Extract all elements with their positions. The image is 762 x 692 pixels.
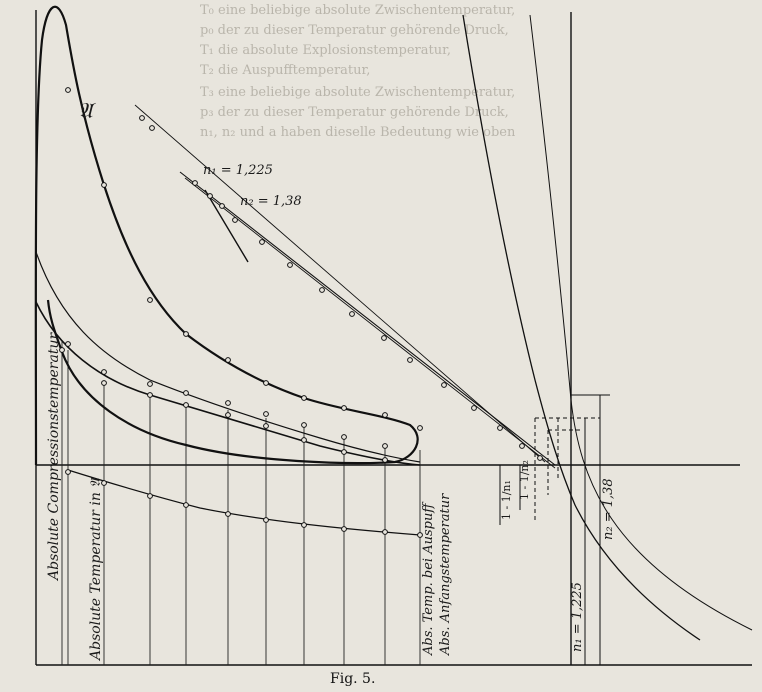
data-point [192, 180, 198, 186]
figure-caption: Fig. 5. [330, 671, 375, 687]
bleed-line: T₂ die Auspufftemperatur, [200, 63, 370, 78]
right-curve-label-n2: n₂ = 1,38 [601, 478, 616, 540]
data-point [263, 411, 269, 417]
data-point [301, 422, 307, 428]
dashed-construction [534, 417, 600, 520]
curves [34, 5, 753, 641]
right-curve-n2 [529, 14, 753, 631]
right-curve-label-n1: n₁ = 1,225 [570, 582, 585, 652]
bleed-line: T₀ eine beliebige absolute Zwischentempe… [200, 3, 515, 18]
data-point [147, 381, 153, 387]
data-point [101, 380, 107, 386]
data-point [519, 443, 525, 449]
data-point [65, 469, 71, 475]
expansion-line-n2 [184, 177, 556, 469]
bleed-line: T₃ eine beliebige absolute Zwischentempe… [200, 85, 515, 100]
data-point [382, 529, 388, 535]
tangent-line [134, 104, 546, 463]
compression-temperature-label: Absolute Compressionstemperatur [46, 332, 62, 582]
data-point [263, 423, 269, 429]
data-point [341, 405, 347, 411]
curve-label-n2: n₂ = 1,38 [240, 194, 302, 209]
data-point [183, 331, 189, 337]
data-point [101, 369, 107, 375]
data-point [101, 182, 107, 188]
dimension-lines [499, 394, 610, 665]
ratio-label-a: 1 - 1/n₁ [500, 480, 513, 520]
data-point [225, 412, 231, 418]
data-point [183, 402, 189, 408]
point-A-label: 𝔄 [78, 99, 96, 124]
bleed-line: p₃ der zu dieser Temperatur gehörende Dr… [200, 105, 509, 120]
data-point [225, 400, 231, 406]
data-point [382, 443, 388, 449]
data-point [259, 239, 265, 245]
data-point [147, 297, 153, 303]
data-point [417, 532, 423, 538]
data-point [301, 395, 307, 401]
curve-label-n1: n₁ = 1,225 [203, 163, 273, 178]
data-point [301, 522, 307, 528]
data-point [147, 392, 153, 398]
temperature-in-A-label: Absolute Temperatur in 𝔄 [88, 476, 104, 662]
data-point [441, 382, 447, 388]
bleed-line: T₁ die absolute Explosionstemperatur, [200, 43, 451, 58]
data-point [225, 511, 231, 517]
data-point [225, 357, 231, 363]
compression-curve-upper [35, 251, 421, 463]
data-point [407, 357, 413, 363]
data-point [497, 425, 503, 431]
data-point [65, 341, 71, 347]
data-point [147, 493, 153, 499]
data-point [537, 455, 543, 461]
compression-curve-lower [35, 301, 421, 466]
data-point [341, 449, 347, 455]
data-points [59, 87, 543, 538]
data-point [207, 193, 213, 199]
data-point [417, 425, 423, 431]
data-point [382, 457, 388, 463]
data-point [59, 347, 65, 353]
data-point [219, 203, 225, 209]
data-point [263, 380, 269, 386]
data-point [381, 335, 387, 341]
bleed-through-text: T₀ eine beliebige absolute Zwischentempe… [200, 3, 516, 140]
initial-temperature-label: Abs. Anfangstemperatur [438, 493, 453, 656]
data-point [382, 412, 388, 418]
data-point [341, 526, 347, 532]
data-point [301, 437, 307, 443]
bleed-line: n₁, n₂ und a haben dieselle Bedeutung wi… [200, 125, 516, 140]
data-point [65, 87, 71, 93]
ratio-label-b: 1 - 1/n₂ [518, 460, 531, 500]
bleed-line: p₀ der zu dieser Temperatur gehörende Dr… [200, 23, 509, 38]
data-point [149, 125, 155, 131]
data-point [341, 434, 347, 440]
data-point [101, 480, 107, 486]
right-curve-n1 [462, 14, 701, 641]
data-point [183, 502, 189, 508]
data-point [287, 262, 293, 268]
data-point [319, 287, 325, 293]
initial-temperature-curve [67, 469, 421, 536]
data-point [263, 517, 269, 523]
ordinate-lines [61, 340, 421, 665]
data-point [471, 405, 477, 411]
data-point [139, 115, 145, 121]
data-point [183, 390, 189, 396]
data-point [349, 311, 355, 317]
combustion-curve [34, 5, 419, 466]
labels: 𝔄 n₁ = 1,225 n₂ = 1,38 n₁ = 1,225 n₂ = 1… [46, 99, 616, 687]
direction-marker [204, 189, 249, 263]
data-point [232, 217, 238, 223]
exhaust-temperature-label: Abs. Temp. bei Auspuff [421, 501, 436, 656]
